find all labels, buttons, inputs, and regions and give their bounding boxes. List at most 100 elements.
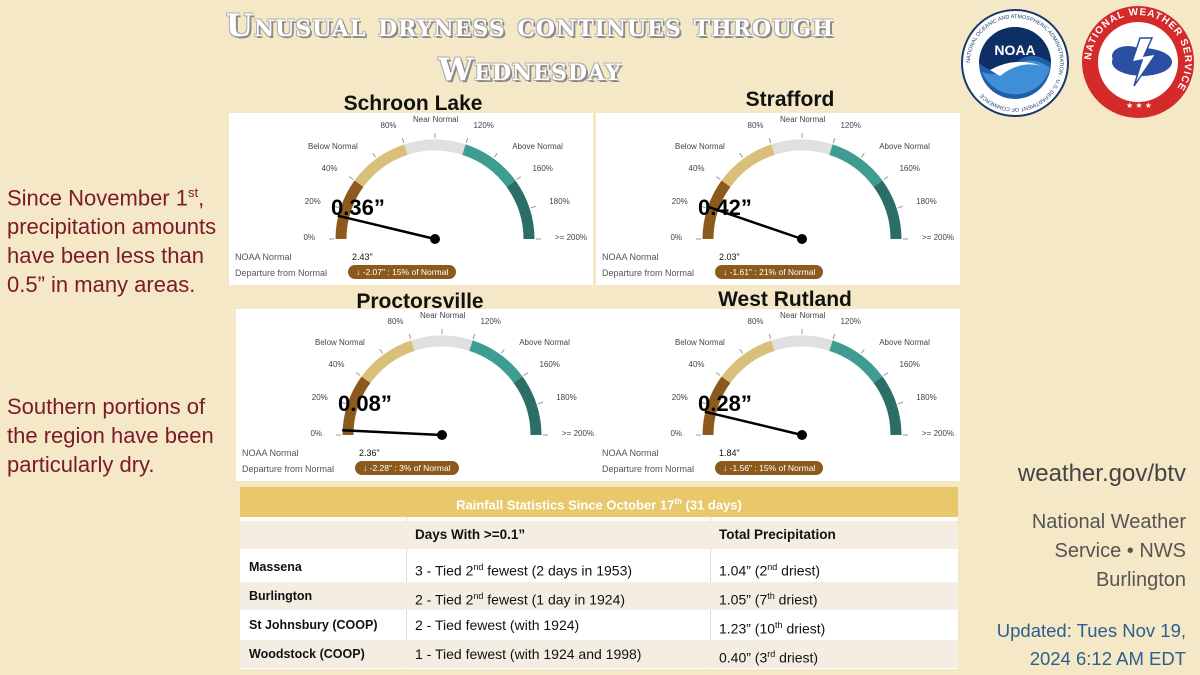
gauge-arc-segment-3	[829, 340, 883, 384]
office-name: National Weather Service • NWS Burlingto…	[1031, 511, 1186, 591]
stats-heading: Rainfall Statistics Since October 17th (…	[240, 487, 958, 517]
gauge-tick-mark	[701, 401, 707, 405]
gauge-tick-label: Near Normal	[780, 311, 826, 320]
gauge-tick-mark	[472, 334, 476, 340]
departure-label: Departure from Normal	[602, 464, 695, 474]
gauge-tick-label: 80%	[747, 316, 764, 326]
gauge-tick-label: Near Normal	[420, 311, 466, 320]
gauge-value: 0.08”	[338, 391, 392, 416]
gauge-value: 0.36”	[331, 195, 385, 220]
gauge-tick-label: 0%	[670, 429, 682, 438]
gauge-tick-mark	[701, 205, 707, 209]
gauge-tick-label: 20%	[304, 196, 321, 206]
total-value: 1.23” (10th driest)	[719, 620, 826, 637]
departure-badge: ↓ -2.07" : 15% of Normal	[348, 265, 457, 279]
gauge-svg	[336, 329, 548, 440]
gauge-tick-label: >= 200%	[562, 429, 595, 438]
gauge-arc-segment-0	[702, 376, 731, 436]
gauge-tick-label: Below Normal	[675, 142, 725, 152]
gauge-svg	[696, 133, 908, 244]
gauge-tick-label: 120%	[840, 316, 861, 326]
gauge-title-west-rutland: West Rutland	[718, 288, 852, 311]
gauge-tick-mark	[493, 152, 498, 158]
departure-badge: ↓ -1.61" : 21% of Normal	[715, 265, 824, 279]
gauge-tick-mark	[379, 348, 384, 354]
table-row: Massena 3 - Tied 2nd fewest (2 days in 19…	[240, 553, 958, 581]
gauge-tick-label: 20%	[671, 196, 688, 206]
gauge-tick-label: >= 200%	[922, 233, 955, 242]
noaa-wordmark: NOAA	[994, 42, 1035, 58]
gauge-tick-label: >= 200%	[555, 233, 588, 242]
gauge-tick-label: 80%	[747, 120, 764, 130]
total-value: 1.04” (2nd driest)	[719, 562, 821, 579]
gauge-tick-label: 120%	[480, 316, 501, 326]
table-row: St Johnsbury (COOP) 2 - Tied fewest (with…	[240, 611, 958, 639]
gauge-tick-mark	[715, 372, 721, 377]
departure-label: Departure from Normal	[242, 464, 335, 474]
gauge-value: 0.42”	[698, 195, 752, 220]
gauge-tick-mark	[408, 334, 412, 340]
gauge-tick-label: 0%	[303, 233, 315, 242]
gauge-tick-mark	[860, 348, 865, 354]
gauge-arc-segment-2	[771, 139, 833, 155]
gauge-hub	[797, 430, 807, 440]
gauge-tick-mark	[897, 205, 903, 209]
gauge-needle	[342, 429, 443, 437]
gauge-tick-label: Above Normal	[879, 142, 930, 152]
gauge-title-strafford: Strafford	[745, 88, 835, 111]
summary-paragraph-2: Southern portions of the region have bee…	[7, 394, 214, 477]
gauge-tick-label: 20%	[671, 392, 688, 402]
gauge-arc-segment-2	[771, 335, 833, 351]
gauge-tick-mark	[739, 348, 744, 354]
normal-value: 1.84"	[719, 448, 740, 458]
gauge-tick-label: 180%	[556, 392, 577, 402]
gauge-tick-label: Below Normal	[675, 338, 725, 348]
gauge-card-proctorsville: 0% 20% 40% Below Normal 80% Near Normal 120% Ab…	[236, 309, 600, 481]
gauge-tick-mark	[401, 138, 405, 144]
gauge-tick-mark	[897, 401, 903, 405]
gauge-arc-segment-3	[829, 144, 883, 188]
station-name: St Johnsbury (COOP)	[249, 618, 378, 632]
gauge-arc-segment-4	[506, 180, 535, 240]
gauge-tick-label: 180%	[916, 392, 937, 402]
gauge-tick-mark	[537, 401, 543, 405]
gauge-arc-segment-4	[873, 376, 902, 436]
departure-label: Departure from Normal	[602, 268, 695, 278]
gauge-arc-segment-1	[354, 144, 408, 188]
departure-label: Departure from Normal	[235, 268, 328, 278]
title-line-1: Unusual dryness continues through	[226, 8, 834, 44]
gauge-tick-label: 40%	[688, 163, 705, 173]
gauge-arc-segment-0	[702, 180, 731, 240]
gauge-tick-mark	[739, 152, 744, 158]
nws-logo: ★ ★ ★ NATIONAL WEATHER SERVICE	[1082, 6, 1194, 118]
site-url[interactable]: weather.gov/btv	[1017, 460, 1186, 487]
gauge-tick-label: 120%	[473, 120, 494, 130]
gauge-tick-label: 80%	[380, 120, 397, 130]
gauge-arc-segment-4	[873, 180, 902, 240]
station-name: Massena	[249, 560, 302, 574]
gauge-tick-mark	[768, 138, 772, 144]
normal-label: NOAA Normal	[235, 252, 292, 262]
gauge-arc-segment-1	[721, 340, 775, 384]
gauge-tick-mark	[465, 138, 469, 144]
gauge-arc-segment-2	[411, 335, 473, 351]
gauge-needle	[706, 205, 803, 241]
gauge-tick-label: 160%	[899, 163, 920, 173]
station-name: Burlington	[249, 589, 313, 603]
gauge-tick-mark	[355, 372, 361, 377]
gauge-tick-label: Below Normal	[308, 142, 358, 152]
table-row: Woodstock (COOP) 1 - Tied fewest (with 19…	[240, 640, 958, 668]
gauge-tick-mark	[516, 176, 522, 181]
normal-label: NOAA Normal	[602, 252, 659, 262]
days-value: 2 - Tied fewest (with 1924)	[415, 617, 580, 633]
gauge-tick-mark	[500, 348, 505, 354]
gauge-tick-mark	[715, 176, 721, 181]
svg-text:★ ★ ★: ★ ★ ★	[1126, 101, 1152, 110]
gauge-svg	[329, 133, 541, 244]
table-row: Burlington 2 - Tied 2nd fewest (1 day in …	[240, 582, 958, 610]
gauge-tick-label: Near Normal	[413, 115, 459, 124]
gauge-tick-label: 180%	[549, 196, 570, 206]
gauge-arc-segment-3	[462, 144, 516, 188]
gauge-card-strafford: 0% 20% 40% Below Normal 80% Near Normal 120% Ab…	[596, 113, 960, 285]
title-line-2: Wednesday	[438, 52, 622, 88]
